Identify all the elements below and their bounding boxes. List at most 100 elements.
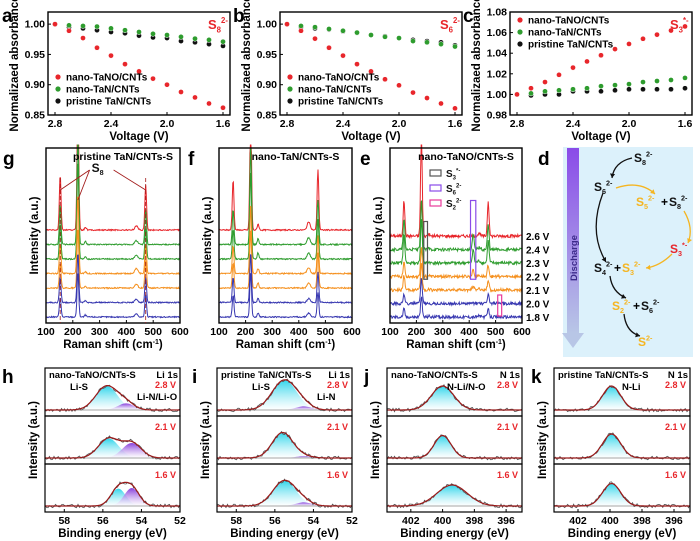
fit-envelope (217, 431, 352, 459)
peak-label: Li-N/Li-O (137, 392, 177, 403)
x-tick-label: 600 (171, 326, 189, 338)
legend-label: S3*- (446, 169, 460, 182)
species-base: S (641, 299, 649, 313)
species-base: S (446, 169, 453, 180)
species-subscript: 3 (630, 268, 634, 277)
data-point (382, 76, 388, 83)
species-s6: S62- (594, 179, 613, 196)
spectrum-line (389, 296, 523, 321)
x-tick-label: 400 (290, 326, 308, 338)
species-subscript: 2 (453, 206, 457, 212)
legend-marker (429, 169, 442, 177)
y-tick-label: 0.98 (487, 110, 508, 122)
region-box (469, 199, 477, 280)
voltage-label: 2.8 V (665, 380, 686, 390)
spectrum-line (45, 144, 181, 246)
voltage-label: 2.6 V (526, 232, 550, 243)
panel-e: e 2.6 V 2.4 V 2.3 V 2.2 V 2.1 V 2.0 V 1.8 V 100 2… (360, 144, 550, 351)
legend-label: S62- (446, 184, 461, 197)
arrow-head (609, 173, 616, 178)
peak-component (45, 438, 180, 458)
species-subscript: 8 (642, 158, 646, 167)
y-tick-label: 1.04 (487, 48, 508, 60)
legend-label: nano-TaN/CNTs (298, 85, 372, 96)
data-point (438, 41, 444, 47)
core-level-label: Li 1s (328, 370, 350, 381)
voltage-label: 2.0 V (526, 300, 550, 311)
panel-label: j (363, 367, 369, 388)
legend-marker (287, 98, 293, 104)
reaction-arrow (595, 192, 607, 263)
data-point (452, 43, 458, 50)
voltage-label: 2.1 V (665, 422, 686, 432)
spectrum-line (389, 262, 523, 294)
data-point (654, 31, 660, 38)
data-point (284, 21, 290, 27)
data-point (396, 82, 402, 89)
data-point (178, 89, 184, 95)
x-tick-label: 52 (174, 515, 186, 527)
x-tick-label: 396 (665, 515, 683, 527)
x-tick-label: 600 (513, 326, 531, 338)
data-point (52, 21, 58, 27)
data-point (640, 86, 646, 93)
data-point (654, 86, 660, 93)
x-tick-label: 58 (230, 515, 242, 527)
xps-subplot: 1.6 V (386, 463, 523, 513)
data-point (452, 105, 458, 112)
data-point (410, 89, 416, 96)
panel-label: i (192, 367, 197, 388)
data-point (612, 87, 618, 94)
panel-label: a (2, 6, 13, 27)
arrow-head (601, 257, 607, 262)
x-tick-label: 600 (343, 326, 361, 338)
panel-label: b (233, 6, 245, 27)
species-s: S2- (638, 334, 653, 349)
y-tick-label: 0.95 (257, 49, 278, 61)
x-tick-label: 56 (97, 515, 109, 527)
voltage-label: 2.3 V (526, 259, 550, 270)
data-point (556, 71, 562, 78)
voltage-label: 2.8 V (327, 380, 348, 390)
data-point (640, 35, 646, 42)
y-axis-label: Intensity (a.u.) (373, 196, 385, 274)
x-axis-label: Raman shift (cm-1) (406, 339, 506, 351)
arrow-head (646, 264, 651, 270)
fit-envelope (45, 385, 180, 411)
voltage-label: 2.4 V (526, 246, 550, 257)
data-point (122, 27, 128, 34)
subplot-frame (216, 463, 353, 513)
data-point (220, 38, 226, 45)
x-tick-label: 100 (37, 326, 55, 338)
xps-subplot: 2.1 V (44, 415, 181, 465)
x-axis-label: Binding energy (eV) (568, 528, 677, 540)
x-tick-label: 2.0 (392, 118, 407, 130)
species-base: S (670, 242, 678, 256)
y-tick-label: 1.06 (487, 27, 508, 39)
y-tick-label: 1.00 (487, 89, 508, 101)
species-subscript: 4 (602, 268, 606, 277)
x-tick-label: 100 (381, 326, 399, 338)
spectrum-line (218, 205, 353, 276)
annotation-arrow (59, 169, 90, 191)
fit-envelope (387, 484, 522, 507)
region-box (423, 220, 429, 280)
plot-frame (47, 11, 231, 116)
data-point (514, 91, 520, 98)
core-level-label: Li 1s (156, 370, 178, 381)
data-point (542, 79, 548, 85)
data-point (354, 29, 360, 36)
data-point (368, 68, 374, 75)
x-tick-label: 200 (237, 326, 255, 338)
species-annotation: S62- (440, 16, 460, 34)
raw-spectrum (216, 378, 353, 413)
x-tick-label: 200 (408, 326, 426, 338)
voltage-label: 2.1 V (526, 286, 550, 297)
peak-component (217, 480, 352, 506)
spectrum-line (45, 144, 181, 232)
data-point (178, 33, 184, 40)
data-point (192, 94, 198, 101)
